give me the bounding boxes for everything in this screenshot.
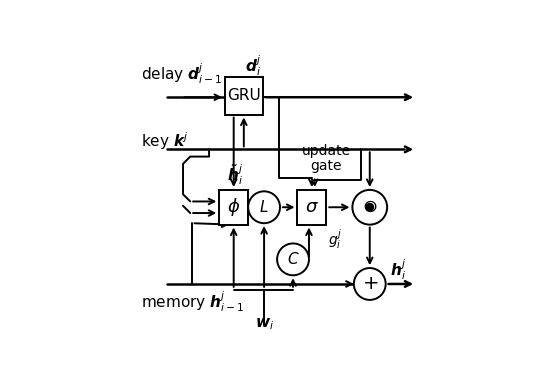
Text: $\sigma$: $\sigma$ [305, 198, 319, 216]
Text: gate: gate [311, 159, 342, 173]
Circle shape [352, 190, 387, 224]
Circle shape [248, 191, 280, 223]
Text: $g^j_i$: $g^j_i$ [328, 227, 342, 251]
Bar [225, 77, 263, 115]
Text: $\tilde{\boldsymbol{h}}^j_i$: $\tilde{\boldsymbol{h}}^j_i$ [227, 162, 243, 187]
Text: delay $\boldsymbol{d}^j_{i-1}$: delay $\boldsymbol{d}^j_{i-1}$ [141, 62, 222, 86]
Text: $L$: $L$ [259, 199, 269, 215]
Circle shape [277, 243, 309, 275]
Text: $+$: $+$ [362, 274, 378, 294]
Text: $\boldsymbol{h}^j_i$: $\boldsymbol{h}^j_i$ [390, 257, 406, 282]
Text: $C$: $C$ [286, 252, 299, 267]
Text: memory $\boldsymbol{h}^j_{i-1}$: memory $\boldsymbol{h}^j_{i-1}$ [141, 289, 245, 314]
Text: $\boldsymbol{w}_i$: $\boldsymbol{w}_i$ [254, 316, 274, 332]
Bar [298, 190, 326, 224]
Text: update: update [302, 144, 351, 158]
Bar [219, 190, 248, 224]
Circle shape [354, 268, 386, 300]
Text: $\phi$: $\phi$ [227, 196, 240, 218]
Text: GRU: GRU [227, 88, 261, 103]
Text: key $\boldsymbol{k}^j$: key $\boldsymbol{k}^j$ [141, 130, 188, 152]
Circle shape [366, 203, 374, 211]
Text: $\odot$: $\odot$ [362, 198, 378, 216]
Text: $\boldsymbol{d}^j_i$: $\boldsymbol{d}^j_i$ [245, 53, 261, 78]
